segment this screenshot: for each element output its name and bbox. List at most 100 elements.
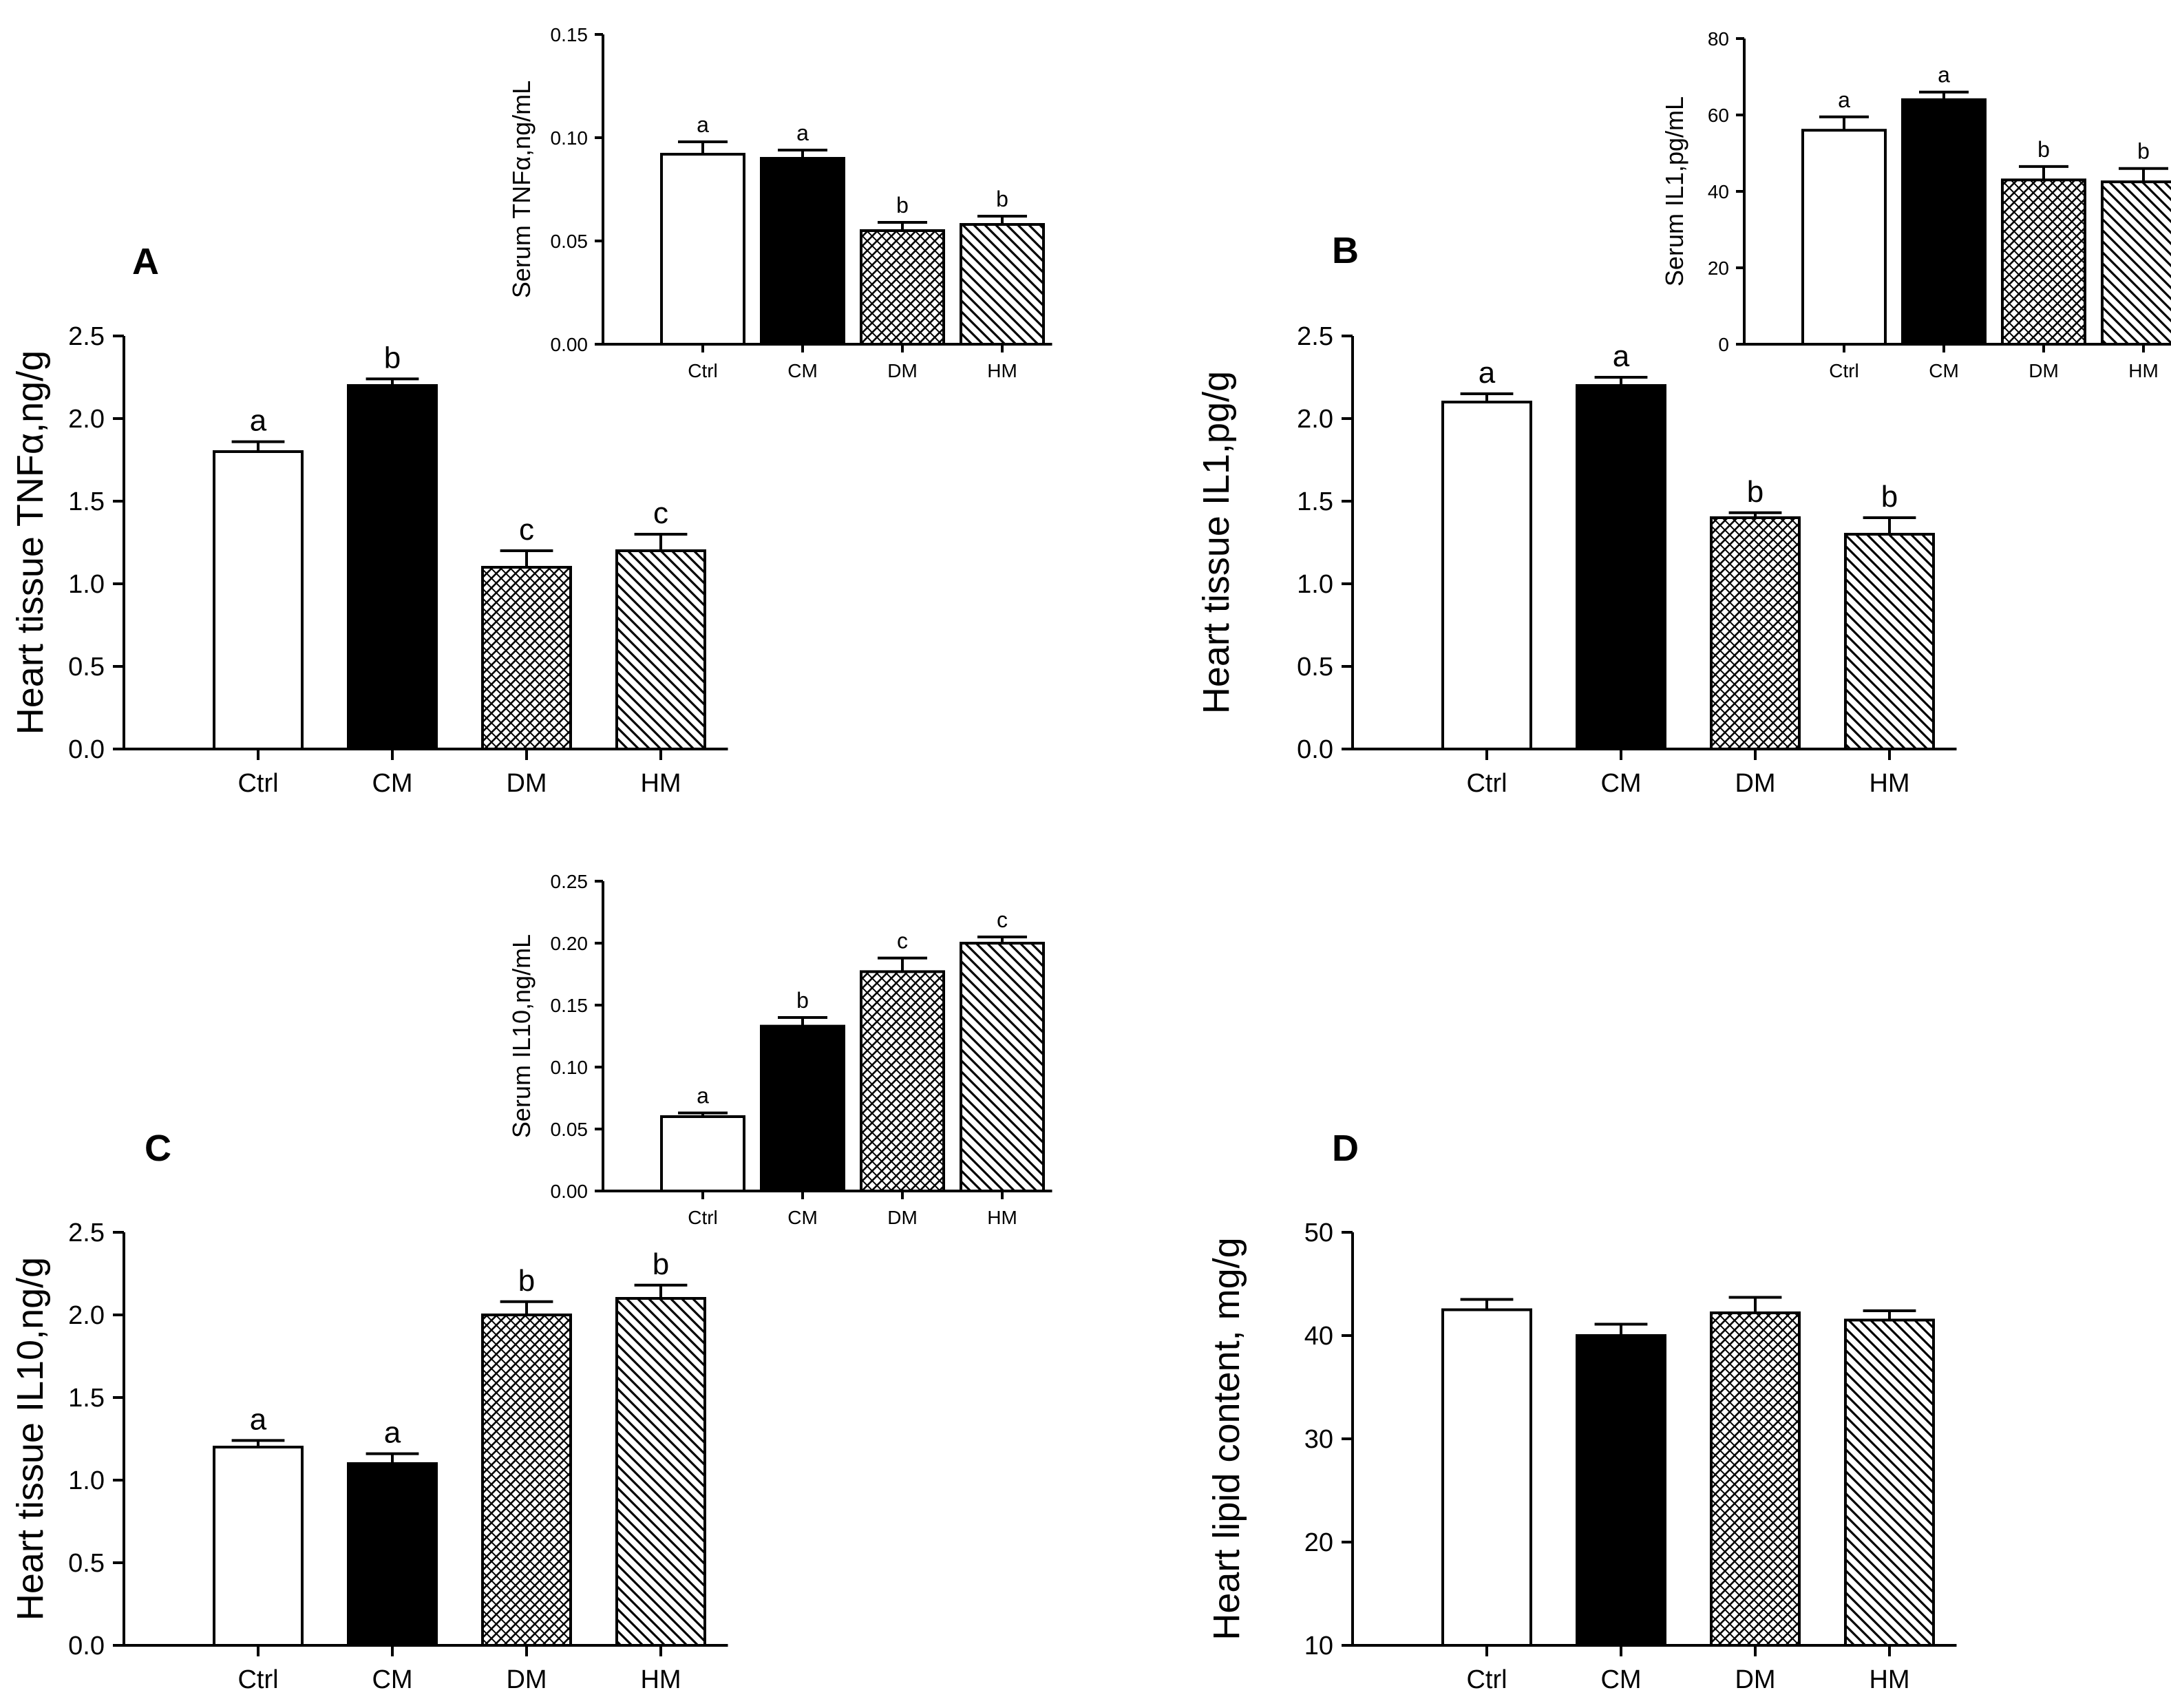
a-main-y-title: Heart tissue TNFα,ng/g <box>10 350 51 735</box>
b-inset-bar-cm <box>1901 98 1987 346</box>
c-inset-ytick-label: 0.20 <box>551 933 589 954</box>
panel-letter-a: A <box>132 241 159 282</box>
a-main-bar-dm <box>481 566 572 750</box>
a-inset-xtick-label: CM <box>787 360 818 381</box>
c-main-xtick-label: HM <box>640 1665 681 1694</box>
d-main-xtick-label: CM <box>1600 1665 1641 1694</box>
b-inset-bar-dm <box>2001 178 2086 346</box>
c-inset-sig-letter: c <box>997 907 1008 932</box>
d-main-ytick-label: 50 <box>1304 1219 1333 1247</box>
c-main-y-title: Heart tissue IL10,ng/g <box>10 1257 51 1621</box>
d-main-ytick-label: 10 <box>1304 1632 1333 1660</box>
d-main-bar-dm <box>1710 1311 1801 1647</box>
a-main-sig-letter: c <box>519 513 534 547</box>
c-main-sig-letter: b <box>518 1264 535 1298</box>
a-main-xtick-label: CM <box>372 769 412 798</box>
c-inset-bar-hm <box>960 942 1045 1192</box>
chart-b-serum-il1: 0 20 40 60 80 Serum IL1,pg/mL Ctrl a CM a DM b HM b <box>1660 28 2171 381</box>
c-main-sig-letter: b <box>653 1247 669 1281</box>
c-inset-ytick-label: 0.10 <box>551 1057 589 1078</box>
chart-a-serum-tnf: 0.00 0.05 0.10 0.15 Serum TNFα,ng/mL Ctrl a CM a… <box>507 24 1052 381</box>
c-main-xtick-label: Ctrl <box>237 1665 278 1694</box>
d-main-errorbar <box>1728 1296 1782 1313</box>
b-inset-ytick-label: 20 <box>1708 257 1729 279</box>
b-inset-xtick-label: DM <box>2029 360 2059 381</box>
panel-letter-c: C <box>145 1128 171 1169</box>
c-inset-ytick-label: 0.15 <box>551 995 589 1016</box>
chart-c-heart-il10: 0.0 0.5 1.0 1.5 2.0 2.5 Heart tissue IL10,ng/g… <box>10 1219 728 1694</box>
b-main-bar-cm <box>1576 384 1666 750</box>
d-main-ytick-label: 30 <box>1304 1425 1333 1454</box>
d-main-bar-ctrl <box>1441 1308 1532 1647</box>
d-main-bar-cm <box>1576 1334 1666 1647</box>
c-main-bar-ctrl <box>213 1446 304 1647</box>
b-main-bar-dm <box>1710 516 1801 750</box>
d-main-y-title: Heart lipid content, mg/g <box>1206 1237 1247 1640</box>
b-inset-errorbar <box>2119 167 2168 182</box>
a-main-ytick-label: 2.0 <box>68 405 105 434</box>
chart-a-heart-tnf: 0.0 0.5 1.0 1.5 2.0 2.5 Heart tissue TNFα,ng/g… <box>10 322 728 798</box>
b-main-bar-ctrl <box>1441 401 1532 750</box>
c-inset-y-title: Serum IL10,ng/mL <box>507 934 536 1138</box>
c-inset-xtick-label: CM <box>787 1207 818 1228</box>
a-main-bar-ctrl <box>213 450 304 750</box>
d-main-errorbar <box>1863 1309 1916 1320</box>
c-inset-xtick-label: DM <box>887 1207 918 1228</box>
b-inset-ytick-label: 60 <box>1708 105 1729 126</box>
c-main-errorbar <box>500 1300 553 1315</box>
d-main-ytick-label: 40 <box>1304 1322 1333 1351</box>
a-inset-sig-letter: b <box>996 187 1008 211</box>
c-inset-sig-letter: a <box>697 1084 709 1108</box>
c-main-xtick-label: DM <box>506 1665 547 1694</box>
c-inset-xtick-label: Ctrl <box>688 1207 718 1228</box>
a-main-bar-hm <box>615 549 706 750</box>
a-main-ytick-label: 2.5 <box>68 322 105 351</box>
a-inset-xtick-label: HM <box>987 360 1017 381</box>
c-inset-xtick-label: HM <box>987 1207 1017 1228</box>
a-inset-ytick-label: 0.10 <box>551 127 589 149</box>
a-main-errorbar <box>500 549 553 567</box>
a-main-xtick-label: Ctrl <box>237 769 278 798</box>
c-inset-bar-cm <box>760 1024 845 1192</box>
a-main-sig-letter: a <box>250 404 267 438</box>
c-inset-errorbar <box>878 956 927 972</box>
b-main-ytick-label: 0.0 <box>1297 735 1333 764</box>
a-inset-bar-cm <box>760 157 845 346</box>
b-main-sig-letter: b <box>1747 475 1764 509</box>
b-inset-bar-hm <box>2101 180 2171 346</box>
a-inset-xtick-label: Ctrl <box>688 360 718 381</box>
b-inset-sig-letter: b <box>2037 137 2050 162</box>
c-inset-ytick-label: 0.25 <box>551 871 589 892</box>
a-inset-sig-letter: b <box>896 193 909 218</box>
a-inset-bar-dm <box>860 229 945 346</box>
a-inset-bar-ctrl <box>660 153 745 346</box>
c-main-ytick-label: 1.5 <box>68 1384 105 1413</box>
b-inset-xtick-label: CM <box>1929 360 1959 381</box>
a-main-ytick-label: 0.0 <box>68 735 105 764</box>
d-main-xtick-label: DM <box>1735 1665 1775 1694</box>
c-main-bar-dm <box>481 1314 572 1647</box>
d-main-bar-hm <box>1844 1318 1935 1647</box>
c-inset-ytick-label: 0.00 <box>551 1181 589 1202</box>
b-main-ytick-label: 2.0 <box>1297 405 1333 434</box>
c-inset-errorbar <box>778 1016 827 1026</box>
c-main-errorbar <box>634 1283 688 1298</box>
chart-c-serum-il10: 0.00 0.05 0.10 0.15 0.20 0.25 Serum IL10,ng/mL… <box>507 871 1052 1228</box>
b-inset-xtick-label: Ctrl <box>1829 360 1859 381</box>
b-main-sig-letter: a <box>1479 356 1496 390</box>
c-main-errorbar <box>366 1452 419 1464</box>
a-inset-xtick-label: DM <box>887 360 918 381</box>
a-inset-ytick-label: 0.05 <box>551 231 589 252</box>
b-inset-y-title: Serum IL1,pg/mL <box>1660 96 1688 286</box>
a-main-sig-letter: c <box>653 496 668 530</box>
c-main-bar-cm <box>347 1462 438 1647</box>
c-main-sig-letter: a <box>384 1416 401 1450</box>
chart-d-heart-lipid: 10 20 30 40 50 Heart lipid content, mg/g Ctrl C… <box>1206 1219 1957 1694</box>
c-inset-sig-letter: b <box>796 988 809 1013</box>
d-main-xtick-label: Ctrl <box>1466 1665 1507 1694</box>
b-inset-ytick-label: 80 <box>1708 28 1729 50</box>
b-main-ytick-label: 0.5 <box>1297 653 1333 682</box>
c-main-ytick-label: 1.0 <box>68 1466 105 1495</box>
panel-letter-d: D <box>1332 1128 1359 1169</box>
